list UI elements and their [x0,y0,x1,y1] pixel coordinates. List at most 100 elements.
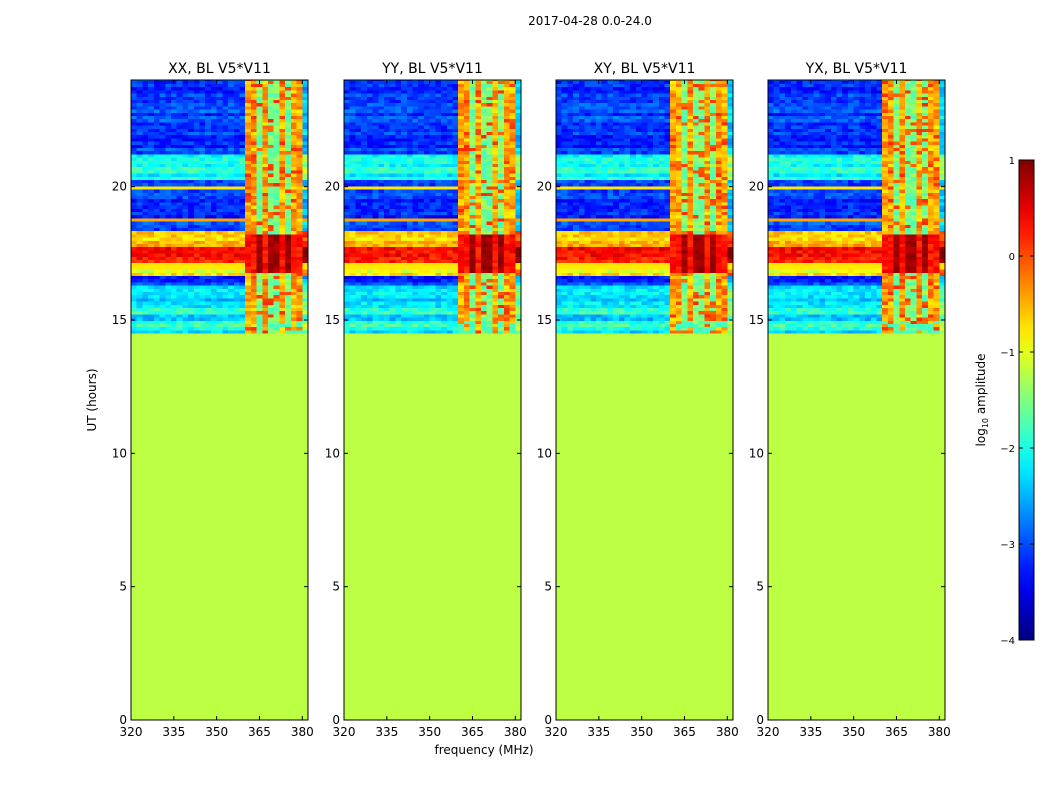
heatmap-cell [256,246,263,251]
heatmap-cell [481,170,488,174]
heatmap-cell [486,259,493,264]
heatmap-cell [176,115,183,120]
heatmap-cell [205,125,212,129]
heatmap-cell [412,323,419,328]
heatmap-cell [441,301,448,305]
heatmap-cell [176,99,183,104]
heatmap-cell [418,198,425,203]
heatmap-cell [245,243,252,248]
heatmap-cell [446,266,453,270]
heatmap-cell [383,176,390,181]
heatmap-cell [458,115,465,120]
heatmap-cell [423,234,430,238]
heatmap-cell [268,307,275,312]
heatmap-cell [193,80,200,85]
heatmap-cell [378,214,385,219]
heatmap-cell [458,314,465,318]
heatmap-cell [170,109,177,113]
heatmap-cell [441,122,448,126]
heatmap-cell [492,99,499,104]
heatmap-cell [153,99,160,104]
heatmap-cell [441,221,448,225]
heatmap-cell [492,218,499,222]
heatmap-cell [435,224,442,229]
heatmap-cell [412,205,419,209]
heatmap-cell [142,218,149,222]
heatmap-cell [131,99,138,104]
heatmap-cell [262,240,269,245]
heatmap-cell [256,298,263,302]
heatmap-cell [182,304,189,309]
heatmap-cell [458,298,465,302]
heatmap-cell [205,147,212,152]
heatmap-cell [256,144,263,149]
heatmap-cell [273,214,280,219]
heatmap-cell [418,157,425,161]
heatmap-cell [273,275,280,280]
heatmap-cell [361,90,368,94]
heatmap-cell [262,307,269,312]
heatmap-cell [378,170,385,174]
heatmap-cell [463,86,470,91]
heatmap-cell [250,115,257,120]
heatmap-cell [389,134,396,139]
heatmap-cell [273,230,280,235]
heatmap-cell [475,323,482,328]
heatmap-cell [233,163,240,168]
heatmap-cell [475,218,482,222]
heatmap-cell [165,102,172,107]
heatmap-cell [245,122,252,126]
heatmap-cell [406,275,413,280]
heatmap-cell [268,80,275,85]
heatmap-cell [222,259,229,264]
heatmap-cell [378,269,385,273]
heatmap-cell [349,256,356,261]
heatmap-cell [182,192,189,197]
heatmap-cell [268,134,275,139]
x-tick-label: 335 [162,725,185,739]
heatmap-cell [486,134,493,139]
heatmap-cell [273,93,280,97]
heatmap-cell [170,214,177,219]
heatmap-cell [262,298,269,302]
heatmap-cell [452,106,459,110]
heatmap-cell [199,294,206,299]
heatmap-cell [372,134,379,139]
heatmap-cell [481,122,488,126]
heatmap-cell [239,272,246,277]
heatmap-cell [349,262,356,267]
heatmap-cell [423,259,430,264]
heatmap-cell [429,102,436,107]
x-tick-label: 380 [291,725,314,739]
heatmap-cell [395,253,402,257]
heatmap-cell [446,282,453,286]
heatmap-cell [429,234,436,238]
heatmap-cell [498,253,505,257]
heatmap-cell [452,310,459,315]
heatmap-cell [148,262,155,267]
heatmap-cell [435,227,442,232]
heatmap-cell [418,166,425,171]
heatmap-cell [250,218,257,222]
heatmap-cell [222,93,229,97]
heatmap-cell [349,250,356,254]
heatmap-cell [142,227,149,232]
heatmap-cell [170,227,177,232]
heatmap-cell [389,99,396,104]
heatmap-cell [361,227,368,232]
heatmap-cell [401,83,408,88]
heatmap-cell [435,310,442,315]
heatmap-cell [349,189,356,193]
heatmap-cell [199,115,206,120]
heatmap-cell [273,90,280,94]
heatmap-cell [418,326,425,331]
heatmap-cell [176,186,183,190]
heatmap-cell [199,256,206,261]
heatmap-cell [344,106,351,110]
heatmap-cell [498,128,505,133]
heatmap-cell [355,304,362,309]
heatmap-cell [429,294,436,299]
heatmap-cell [515,320,522,325]
heatmap-cell [378,256,385,261]
heatmap-cell [228,266,235,270]
